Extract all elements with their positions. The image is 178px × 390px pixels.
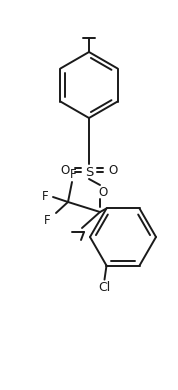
Text: F: F: [44, 213, 50, 227]
Text: O: O: [60, 163, 70, 177]
Text: O: O: [108, 163, 118, 177]
Text: F: F: [42, 190, 48, 202]
Text: Cl: Cl: [98, 281, 111, 294]
Text: S: S: [85, 165, 93, 179]
Text: F: F: [70, 168, 76, 181]
Text: O: O: [98, 186, 108, 199]
